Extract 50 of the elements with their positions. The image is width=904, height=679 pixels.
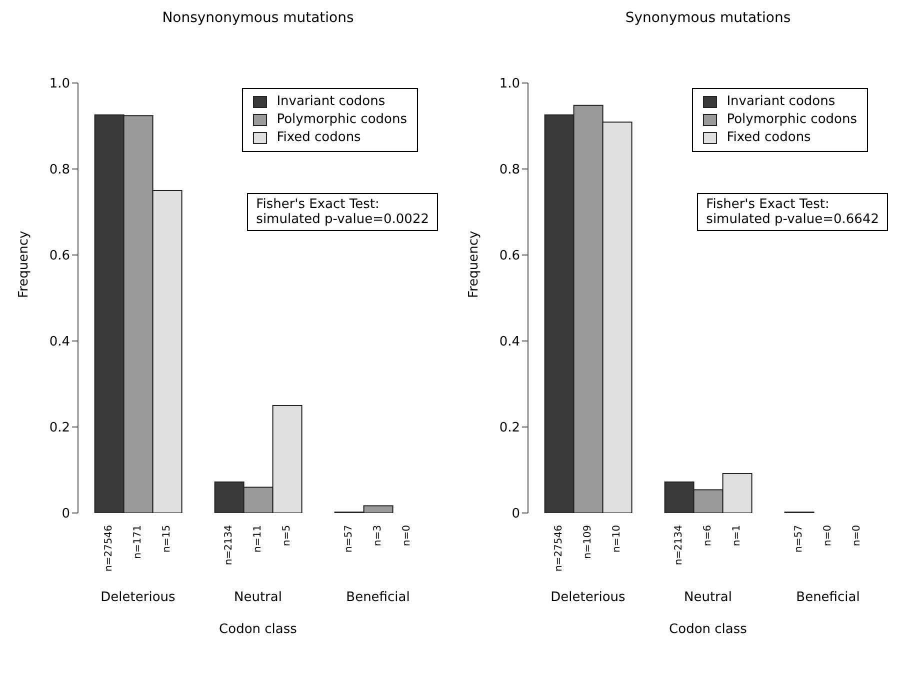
text: n=6 bbox=[702, 525, 714, 546]
legend-label: Polymorphic codons bbox=[276, 111, 407, 129]
y-tick-label: 0.8 bbox=[499, 162, 520, 178]
text: n=0 bbox=[401, 525, 412, 546]
text: n=109 bbox=[582, 525, 594, 559]
chart-title: Nonsynonymous mutations bbox=[161, 9, 355, 28]
text: n=0 bbox=[851, 525, 862, 546]
text: n=27546 bbox=[104, 525, 115, 572]
y-tick-label: 1.0 bbox=[499, 76, 520, 92]
y-tick-label: 0.4 bbox=[49, 334, 70, 350]
y-tick-label: 0 bbox=[512, 506, 520, 522]
y-tick-label: 0.6 bbox=[499, 248, 520, 264]
x-tick-label: Deleterious bbox=[550, 590, 626, 605]
x-tick-label: Neutral bbox=[684, 590, 732, 605]
x-axis-title: Codon class bbox=[669, 622, 748, 637]
annotation: Fisher's Exact Test: simulated p-value=0.0022 bbox=[247, 193, 438, 231]
text: n=171 bbox=[132, 525, 144, 559]
x-tick-label: Beneficial bbox=[346, 590, 410, 605]
legend-label: Invariant codons bbox=[276, 93, 386, 111]
text: n=0 bbox=[822, 525, 834, 546]
text: n=2134 bbox=[224, 525, 235, 566]
y-tick-label: 0.6 bbox=[49, 248, 70, 264]
y-axis-title: Frequency bbox=[466, 230, 482, 298]
text: n=5 bbox=[281, 525, 292, 546]
legend-label: Polymorphic codons bbox=[726, 111, 857, 129]
text: n=57 bbox=[344, 525, 355, 552]
legend-label: Invariant codons bbox=[726, 93, 836, 111]
text: n=1 bbox=[731, 525, 742, 546]
text: n=3 bbox=[372, 525, 384, 546]
y-tick-label: 0.4 bbox=[499, 334, 520, 350]
y-tick-label: 0.2 bbox=[499, 420, 520, 436]
text: n=57 bbox=[794, 525, 805, 552]
y-tick-label: 0.2 bbox=[49, 420, 70, 436]
legend-label: Fixed codons bbox=[726, 129, 811, 147]
x-tick-label: Neutral bbox=[234, 590, 282, 605]
annotation: Fisher's Exact Test: simulated p-value=0.6642 bbox=[697, 193, 888, 231]
x-tick-label: Deleterious bbox=[100, 590, 176, 605]
text: n=27546 bbox=[554, 525, 565, 572]
legend-label: Fixed codons bbox=[276, 129, 361, 147]
y-tick-label: 1.0 bbox=[49, 76, 70, 92]
text: n=10 bbox=[611, 525, 622, 552]
x-axis-title: Codon class bbox=[219, 622, 298, 637]
y-tick-label: 0.8 bbox=[49, 162, 70, 178]
chart-title: Synonymous mutations bbox=[624, 9, 792, 28]
text: n=2134 bbox=[674, 525, 685, 566]
x-tick-label: Beneficial bbox=[796, 590, 860, 605]
text: n=11 bbox=[252, 525, 264, 552]
y-tick-label: 0 bbox=[62, 506, 70, 522]
y-axis-title: Frequency bbox=[16, 230, 32, 298]
text: n=15 bbox=[161, 525, 172, 552]
